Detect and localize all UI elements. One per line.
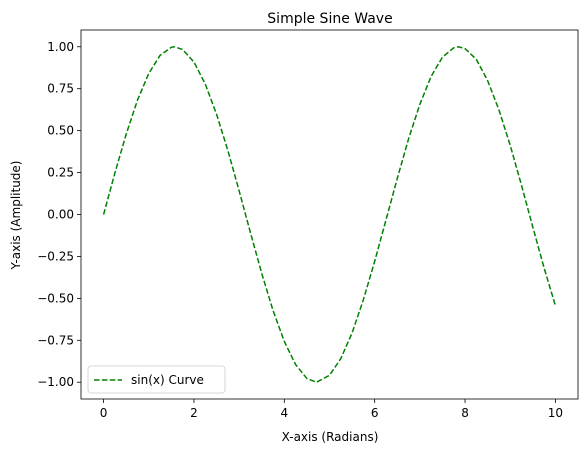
y-axis-ticks: −1.00 −0.75 −0.50 −0.25 0.00 0.25 0.50 0.75 1.00	[37, 40, 81, 389]
legend: sin(x) Curve	[87, 365, 226, 394]
y-tick-label: 0.50	[47, 124, 74, 138]
chart-title: Simple Sine Wave	[267, 11, 392, 27]
legend-label: sin(x) Curve	[131, 373, 204, 387]
y-tick-label: 0.25	[47, 166, 74, 180]
y-tick-label: 0.00	[47, 208, 74, 222]
y-tick-label: 0.75	[47, 82, 74, 96]
x-axis-title: X-axis (Radians)	[282, 430, 379, 444]
x-tick-label: 8	[461, 406, 469, 420]
legend-box	[87, 365, 226, 394]
y-tick-label: −0.75	[37, 333, 74, 347]
x-tick-label: 0	[100, 406, 108, 420]
x-tick-label: 10	[548, 406, 563, 420]
x-tick-label: 4	[280, 406, 288, 420]
series-layer	[102, 45, 557, 384]
y-axis-title: Y-axis (Amplitude)	[9, 161, 23, 271]
y-tick-label: −0.25	[37, 249, 74, 263]
y-tick-label: −1.00	[37, 375, 74, 389]
y-tick-label: −0.50	[37, 291, 74, 305]
x-axis-ticks: 0 2 4 6 8 10	[100, 399, 563, 420]
x-tick-label: 6	[371, 406, 379, 420]
x-tick-label: 2	[190, 406, 198, 420]
y-tick-label: 1.00	[47, 40, 74, 54]
series-line-sin-x	[102, 45, 557, 384]
plot-area-frame	[80, 29, 579, 400]
